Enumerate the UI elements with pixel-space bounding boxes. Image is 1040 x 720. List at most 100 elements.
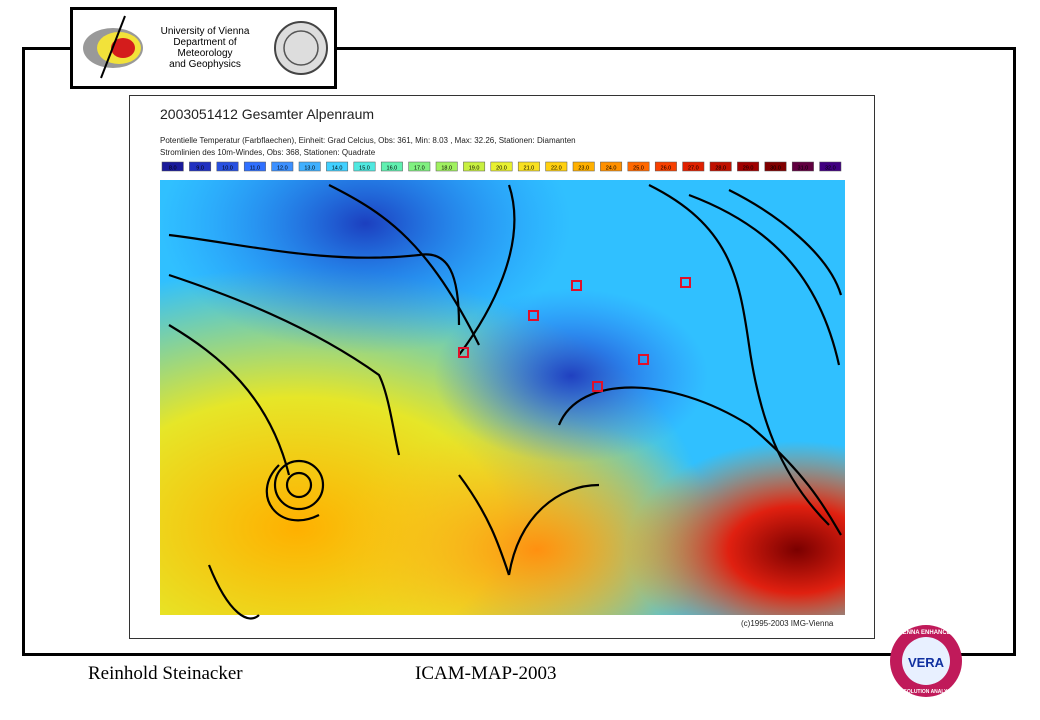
seal: [274, 21, 328, 75]
streamline: [458, 184, 516, 356]
vortex: [273, 459, 325, 511]
legend-label: 14.0: [332, 166, 343, 172]
legend-label: 13.0: [304, 166, 315, 172]
legend-swatch: [326, 161, 349, 172]
legend-label: 27.0: [688, 166, 699, 172]
streamline: [507, 483, 600, 576]
station: [571, 280, 582, 291]
vera-bottom: RESOLUTION ANALYSIS: [897, 689, 956, 695]
legend-swatch: [490, 161, 513, 172]
legend-swatch: [819, 161, 842, 172]
institution-line: Department of Meteorology: [173, 37, 237, 59]
map-title: 2003051412 Gesamter Alpenraum: [160, 106, 374, 122]
legend-label: 10.0: [222, 166, 233, 172]
legend-swatch: [682, 161, 705, 172]
legend-swatch: [545, 161, 568, 172]
footer-event: ICAM-MAP-2003: [415, 663, 557, 684]
legend-label: 21.0: [524, 166, 535, 172]
station: [592, 381, 603, 392]
legend-label: 8.0: [169, 166, 177, 172]
station: [680, 277, 691, 288]
slide-frame: [22, 47, 1016, 656]
legend-swatch: [600, 161, 623, 172]
copyright: (c)1995-2003 IMG-Vienna: [741, 619, 834, 628]
field-cold: [160, 180, 845, 615]
legend-label: 11.0: [250, 166, 260, 172]
legend-swatch: [161, 161, 184, 172]
legend-swatch: [271, 161, 294, 172]
legend-label: 9.0: [196, 166, 204, 172]
legend-swatch: [791, 161, 814, 172]
legend-label: 24.0: [606, 166, 617, 172]
legend-label: 25.0: [633, 166, 644, 172]
legend-label: 16.0: [387, 166, 398, 172]
streamline: [328, 184, 480, 346]
station-markers: [458, 277, 691, 392]
institution-line: University of Vienna: [160, 26, 250, 37]
legend-label: 26.0: [661, 166, 672, 172]
streamline: [265, 464, 320, 522]
weather-map: 2003051412 Gesamter Alpenraum Potentiell…: [129, 95, 875, 639]
vera-center: [902, 637, 950, 685]
legend-label: 28.0: [715, 166, 726, 172]
station: [528, 310, 539, 321]
legend-swatch: [737, 161, 760, 172]
legend-label: 12.0: [277, 166, 288, 172]
legend-label: 23.0: [578, 166, 589, 172]
footer-author: Reinhold Steinacker: [88, 663, 243, 684]
legend-label: 15.0: [359, 166, 370, 172]
legend-label: 18.0: [441, 166, 452, 172]
streamline: [648, 184, 830, 526]
streamline: [168, 324, 291, 476]
streamline: [207, 564, 260, 620]
legend-swatch: [764, 161, 787, 172]
copyright-bg: [735, 615, 845, 631]
station: [638, 354, 649, 365]
vera-letters: VERA: [908, 655, 945, 670]
legend-swatch: [654, 161, 677, 172]
legend-label: 29.0: [743, 166, 754, 172]
streamline: [168, 233, 461, 326]
map-subtitle: Potentielle Temperatur (Farbflaechen), E…: [160, 136, 576, 145]
legend-swatch: [189, 161, 212, 172]
streamline: [557, 386, 842, 536]
legend-label: 32.0: [825, 166, 836, 172]
logo-line: [100, 15, 126, 79]
logo-ellipse: [111, 38, 135, 58]
legend-swatch: [463, 161, 486, 172]
streamline: [728, 189, 843, 296]
legend-swatch: [380, 161, 403, 172]
legend-swatch: [353, 161, 376, 172]
legend-swatch: [408, 161, 431, 172]
legend-swatch: [627, 161, 650, 172]
streamlines: [168, 184, 843, 620]
legend-swatch: [709, 161, 732, 172]
streamline: [688, 193, 841, 366]
map-subtitle: Stromlinien des 10m-Windes, Obs: 368, St…: [160, 148, 376, 157]
legend-swatch: [298, 161, 321, 172]
institution-line: and Geophysics: [169, 59, 241, 70]
legend-label: 22.0: [551, 166, 562, 172]
legend-label: 31.0: [798, 166, 809, 172]
map-field: [160, 180, 845, 620]
institution: University of Vienna Department of Meteo…: [145, 26, 265, 70]
color-legend: 8.0 9.0 10.0 11.0 12.0 13.0 14.0 15.0 16.0 17.0 18…: [161, 161, 842, 172]
vera-top: VIENNA ENHANCED: [897, 630, 956, 636]
logos: [83, 15, 328, 79]
legend-swatch: [216, 161, 239, 172]
legend-swatch: [435, 161, 458, 172]
seal-ring: [283, 30, 319, 66]
vortex: [285, 471, 313, 499]
station: [458, 347, 469, 358]
legend-label: 30.0: [770, 166, 781, 172]
header-logo-box: University of Vienna Department of Meteo…: [70, 7, 337, 89]
legend-swatch: [517, 161, 540, 172]
streamline: [168, 273, 401, 456]
legend-swatch: [243, 161, 266, 172]
legend-label: 20.0: [496, 166, 507, 172]
legend-label: 19.0: [469, 166, 480, 172]
legend-label: 17.0: [414, 166, 425, 172]
legend-swatch: [572, 161, 595, 172]
streamline: [458, 474, 511, 576]
